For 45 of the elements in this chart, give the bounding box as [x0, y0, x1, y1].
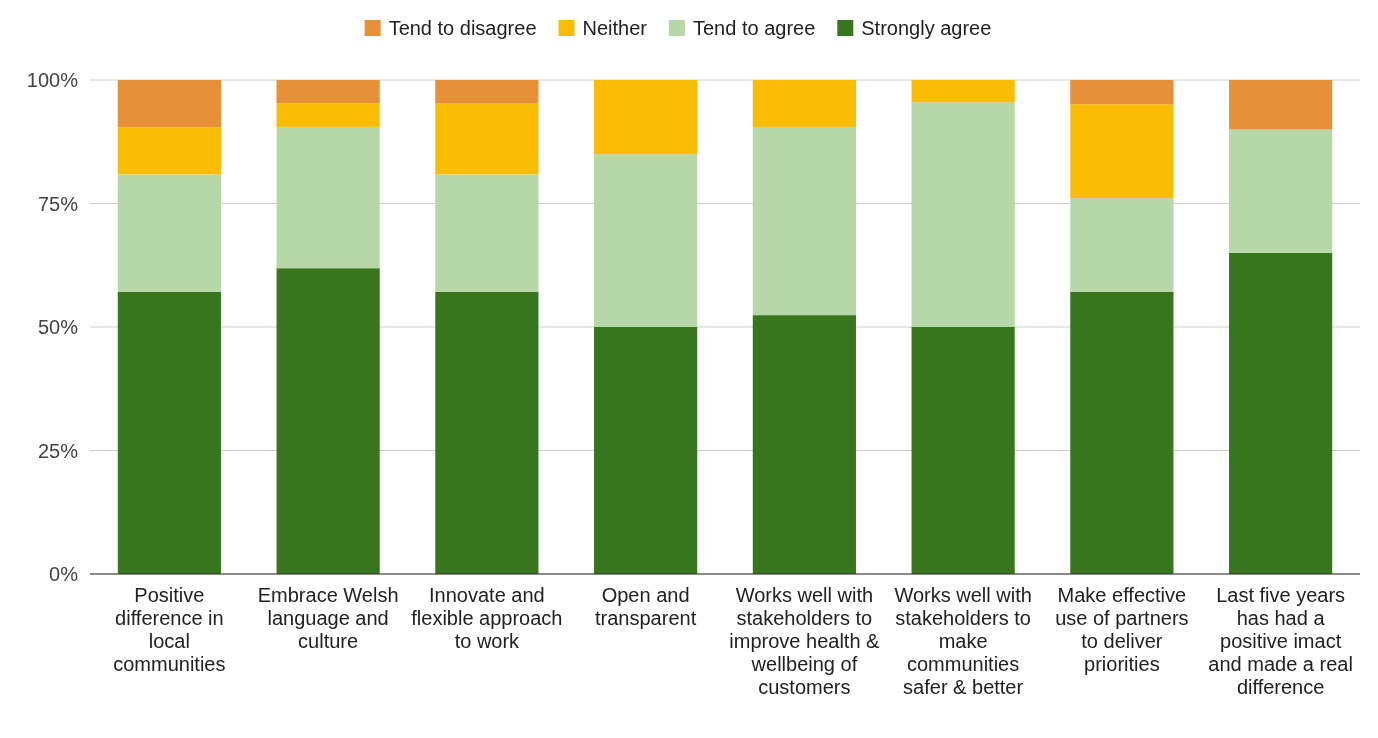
bar — [1229, 129, 1333, 253]
x-tick-label: Works well with stakeholders to make communities safer & better — [894, 584, 1032, 698]
x-tick-label: Open and transparent — [595, 584, 697, 629]
bar — [1229, 252, 1333, 574]
bar — [752, 315, 856, 574]
x-tick-label: Innovate and flexible approach to work — [411, 584, 563, 652]
bar — [1070, 104, 1174, 199]
bar — [752, 80, 856, 127]
bar — [435, 174, 539, 292]
bar — [276, 103, 380, 127]
bar — [1070, 198, 1174, 292]
y-tick-label: 25% — [37, 439, 79, 462]
y-tick-label: 75% — [37, 192, 79, 215]
bar — [1070, 291, 1174, 574]
y-tick-label: 50% — [37, 316, 79, 338]
x-tick-label: Works well with stakeholders to improve health & wellbeing of customers — [729, 584, 881, 698]
x-tick-label: Embrace Welsh language and culture — [257, 584, 399, 652]
bar — [117, 127, 221, 175]
legend-label: Tend to disagree — [388, 17, 537, 39]
bar — [1229, 80, 1333, 130]
bar — [911, 80, 1015, 103]
bar — [117, 80, 221, 128]
bar — [911, 102, 1015, 327]
bar — [594, 327, 698, 574]
bar — [752, 126, 856, 316]
bar — [276, 268, 380, 574]
y-tick-label: 100% — [26, 69, 79, 91]
x-tick-label: Last five years has had a positive imact and made a real difference — [1208, 584, 1353, 698]
x-tick-label: Make effective use of partners to deliver priorities — [1055, 584, 1189, 675]
bar — [594, 80, 698, 155]
bar — [276, 126, 380, 269]
legend-label: Strongly agree — [861, 17, 992, 39]
bar — [276, 80, 380, 104]
bar — [435, 80, 539, 104]
bar — [911, 327, 1015, 574]
bar — [594, 154, 698, 327]
x-tick-label: Positive difference in local communities — [113, 584, 226, 675]
bar — [1070, 80, 1174, 105]
bar — [117, 291, 221, 574]
bar — [117, 174, 221, 292]
y-tick-label: 0% — [49, 563, 79, 585]
bar — [435, 291, 539, 574]
legend-label: Tend to agree — [692, 17, 816, 39]
bar — [435, 103, 539, 175]
legend-label: Neither — [582, 17, 648, 39]
